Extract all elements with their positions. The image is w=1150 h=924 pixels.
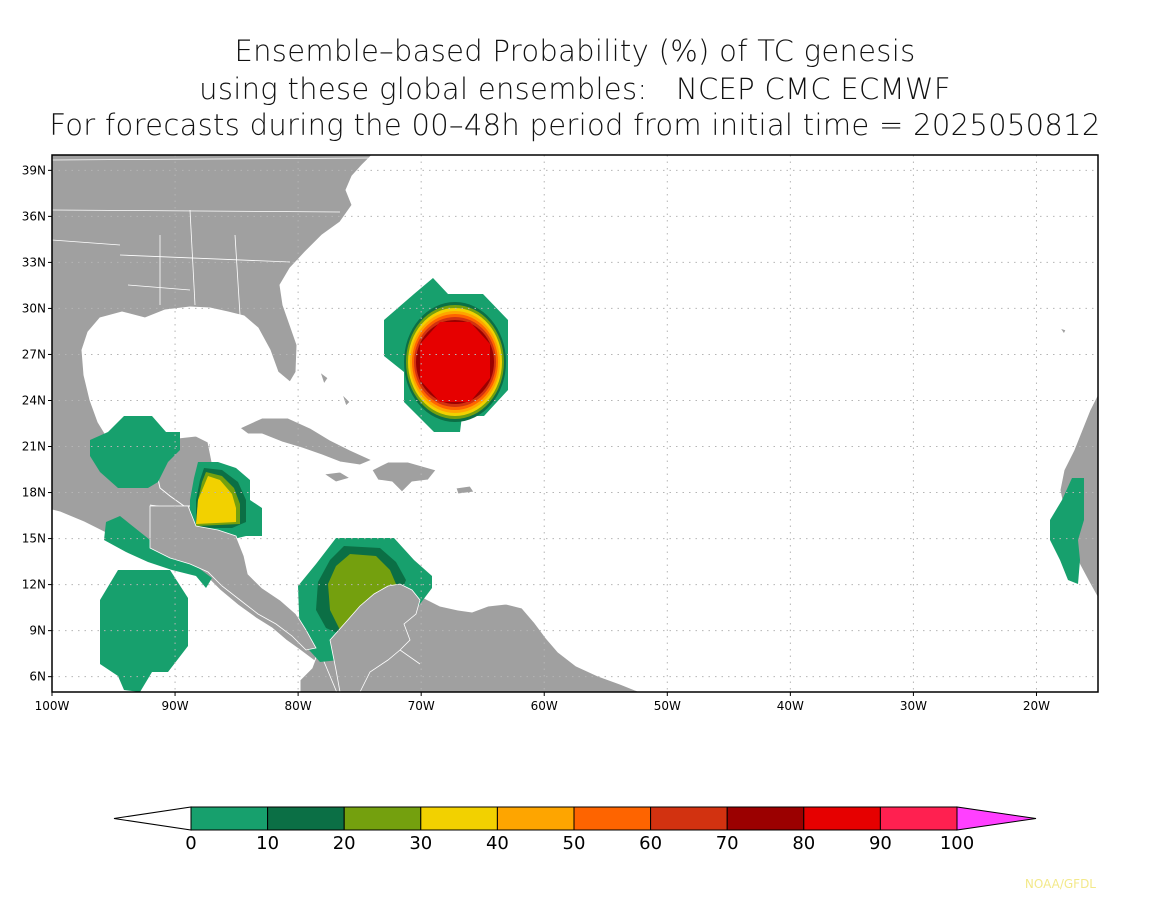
lat-tick-label: 24N <box>22 393 46 407</box>
colorbar-label: 0 <box>185 833 196 854</box>
lat-tick-label: 12N <box>22 578 46 592</box>
lon-tick-label: 60W <box>531 699 558 713</box>
lat-tick-label: 18N <box>22 486 46 500</box>
lat-tick-label: 21N <box>22 440 46 454</box>
colorbar-label: 50 <box>563 833 586 854</box>
colorbar-label: 90 <box>869 833 892 854</box>
grid-lines <box>52 155 1098 692</box>
colorbar-under-triangle <box>113 806 192 831</box>
colorbar: 0 10 20 30 40 50 60 70 80 90 100 <box>113 806 1037 854</box>
lon-tick-label: 30W <box>900 699 927 713</box>
lon-axis: 100W 90W 80W 70W 60W 50W 40W 30W 20W <box>35 692 1050 713</box>
prob-africa-0-10 <box>1050 478 1084 584</box>
map-frame <box>51 154 1099 693</box>
lat-tick-label: 15N <box>22 532 46 546</box>
lat-tick-label: 30N <box>22 301 46 315</box>
prob-honduras-30-40 <box>196 476 236 524</box>
lon-tick-label: 90W <box>161 699 188 713</box>
colorbar-over-triangle <box>956 806 1037 831</box>
colorbar-label: 60 <box>639 833 662 854</box>
colorbar-label: 100 <box>940 833 974 854</box>
colorbar-label: 70 <box>716 833 739 854</box>
lat-tick-label: 27N <box>22 347 46 361</box>
lon-tick-label: 20W <box>1023 699 1050 713</box>
probability-shading <box>90 278 1084 692</box>
colorbar-swatch <box>343 806 422 831</box>
land-hispaniola <box>371 461 437 493</box>
colorbar-label: 20 <box>333 833 356 854</box>
lat-tick-label: 6N <box>29 670 46 684</box>
lat-tick-label: 9N <box>29 624 46 638</box>
lon-tick-label: 100W <box>35 699 70 713</box>
land-overlay <box>149 505 421 692</box>
title-line-2: using these global ensembles: NCEP CMC E… <box>199 72 951 106</box>
land-jamaica <box>322 471 352 483</box>
prob-caribbean-20-30 <box>328 554 396 630</box>
land-canary-islands <box>1058 327 1067 335</box>
colorbar-label: 30 <box>409 833 432 854</box>
map-area <box>52 155 1098 692</box>
colorbar-swatch <box>420 806 498 831</box>
land-masses <box>52 155 1098 692</box>
land-central-america-overlay <box>149 505 317 651</box>
colorbar-label: 80 <box>792 833 815 854</box>
colorbar-swatch <box>726 806 805 831</box>
colorbar-swatch <box>573 806 652 831</box>
land-south-america-overlay <box>329 583 421 692</box>
colorbar-swatch <box>496 806 575 831</box>
land-puerto-rico <box>455 485 475 495</box>
credit-text: NOAA/GFDL <box>1025 877 1096 891</box>
land-cuba <box>239 417 374 466</box>
lon-tick-label: 50W <box>654 699 681 713</box>
colorbar-swatch <box>190 806 269 831</box>
colorbar-swatch <box>267 806 345 831</box>
lon-tick-label: 40W <box>777 699 804 713</box>
lat-tick-label: 36N <box>22 209 46 223</box>
title-line-1: Ensemble–based Probability (%) of TC gen… <box>234 34 916 68</box>
colorbar-label: 10 <box>256 833 279 854</box>
land-bahamas <box>319 370 351 407</box>
lat-tick-label: 39N <box>22 163 46 177</box>
colorbar-label: 40 <box>486 833 509 854</box>
colorbar-swatch <box>650 806 728 831</box>
colorbar-swatch <box>879 806 958 831</box>
lat-axis: 39N 36N 33N 30N 27N 24N 21N 18N 15N 12N 9N 6N <box>22 163 52 684</box>
title-line-3: For forecasts during the 00–48h period f… <box>49 108 1101 142</box>
prob-campeche-0-10 <box>90 416 180 488</box>
prob-atlantic-80-90 <box>420 322 490 402</box>
lon-tick-label: 80W <box>285 699 312 713</box>
lat-tick-label: 33N <box>22 255 46 269</box>
colorbar-swatch <box>803 806 881 831</box>
lon-tick-label: 70W <box>408 699 435 713</box>
